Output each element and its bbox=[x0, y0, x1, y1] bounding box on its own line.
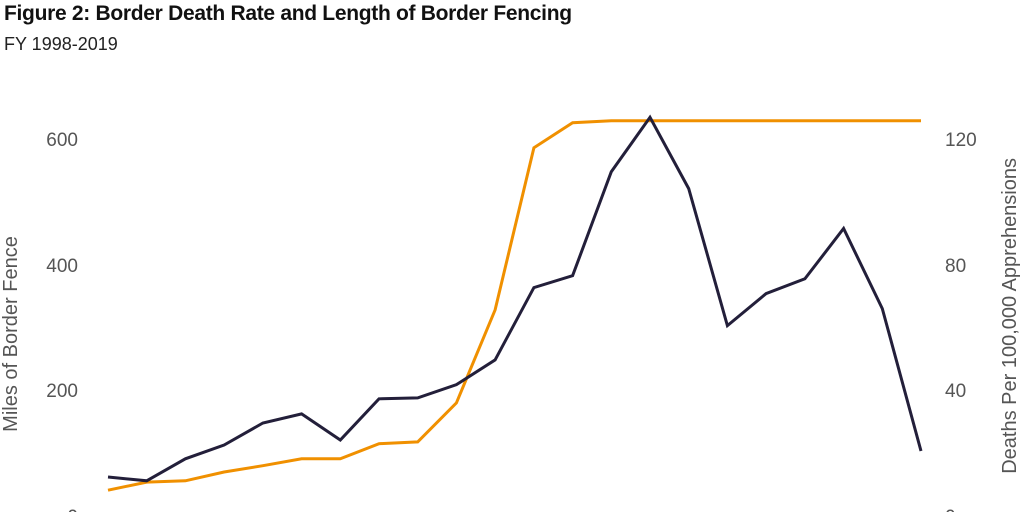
left-axis-title: Miles of Border Fence bbox=[0, 236, 22, 432]
death-rate-line bbox=[107, 114, 923, 483]
chart-title: Figure 2: Border Death Rate and Length o… bbox=[4, 2, 572, 25]
right-axis-title: Deaths Per 100,000 Apprehensions bbox=[999, 158, 1021, 474]
fence-miles-line bbox=[107, 119, 921, 492]
left-tick-200: 200 bbox=[46, 381, 78, 402]
right-tick-120: 120 bbox=[945, 130, 977, 151]
right-tick-40: 40 bbox=[945, 381, 966, 402]
left-tick-400: 400 bbox=[46, 256, 78, 277]
left-tick-600: 600 bbox=[46, 130, 78, 151]
left-tick-0: 0 bbox=[67, 507, 78, 512]
right-tick-0: 0 bbox=[945, 507, 956, 512]
right-tick-80: 80 bbox=[945, 256, 966, 277]
chart-subtitle: FY 1998-2019 bbox=[4, 34, 118, 54]
